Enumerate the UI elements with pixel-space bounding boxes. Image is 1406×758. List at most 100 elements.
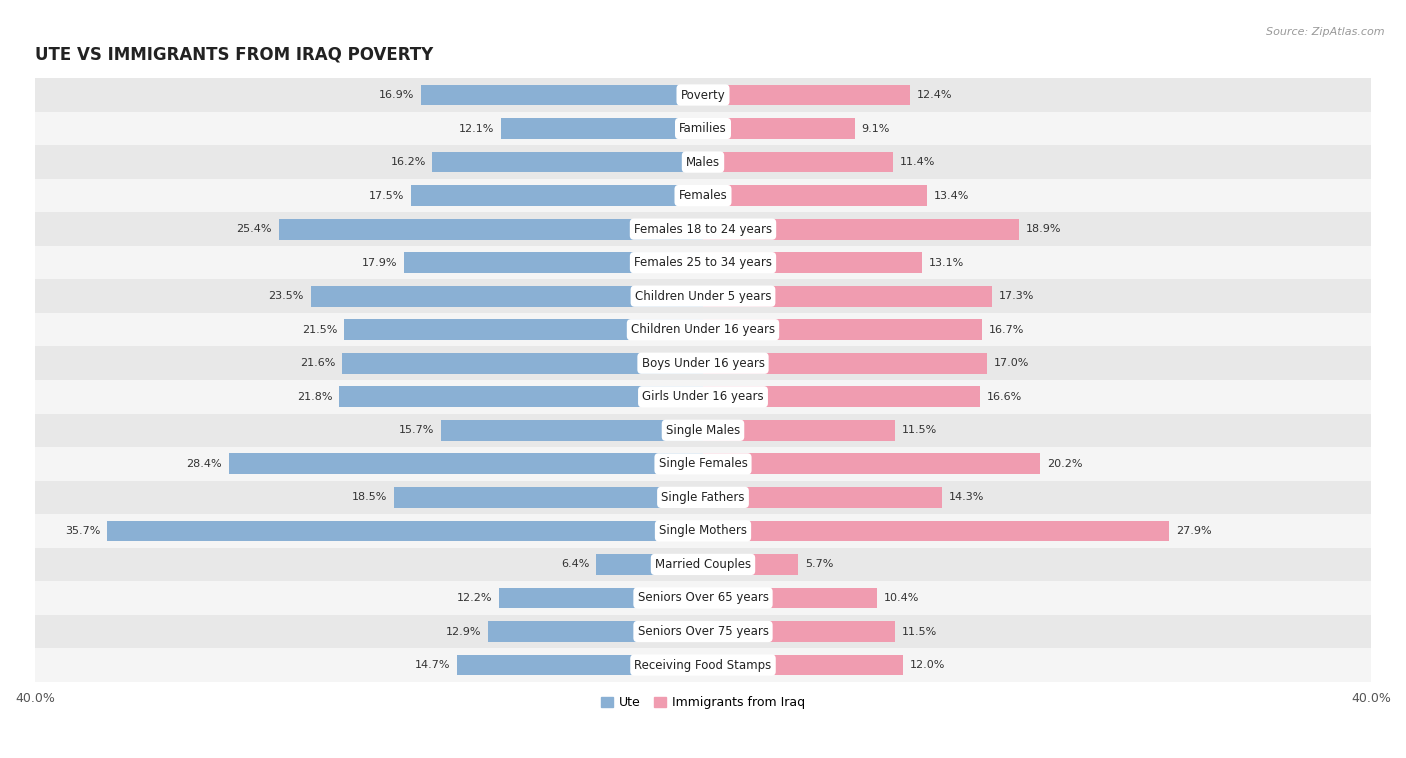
Text: 5.7%: 5.7% (804, 559, 834, 569)
Text: Families: Families (679, 122, 727, 135)
Bar (35, 346, 1371, 380)
Text: Children Under 16 years: Children Under 16 years (631, 323, 775, 337)
Bar (433, 152, 703, 173)
Text: 10.4%: 10.4% (883, 593, 918, 603)
Bar (703, 621, 896, 642)
Legend: Ute, Immigrants from Iraq: Ute, Immigrants from Iraq (596, 691, 810, 714)
Text: Single Mothers: Single Mothers (659, 525, 747, 537)
Bar (35, 246, 1371, 280)
Text: Girls Under 16 years: Girls Under 16 years (643, 390, 763, 403)
Text: Females: Females (679, 189, 727, 202)
Text: 13.1%: 13.1% (928, 258, 963, 268)
Bar (703, 521, 1168, 541)
Text: 25.4%: 25.4% (236, 224, 273, 234)
Bar (229, 453, 703, 475)
Bar (457, 655, 703, 675)
Text: Single Females: Single Females (658, 457, 748, 471)
Text: Married Couples: Married Couples (655, 558, 751, 571)
Text: 21.6%: 21.6% (301, 359, 336, 368)
Text: 21.8%: 21.8% (297, 392, 332, 402)
Text: Males: Males (686, 155, 720, 168)
Text: 17.0%: 17.0% (994, 359, 1029, 368)
Bar (342, 353, 703, 374)
Text: 12.4%: 12.4% (917, 90, 952, 100)
Text: Children Under 5 years: Children Under 5 years (634, 290, 772, 302)
Text: Females 18 to 24 years: Females 18 to 24 years (634, 223, 772, 236)
Bar (703, 286, 993, 306)
Bar (107, 521, 703, 541)
Text: Single Males: Single Males (666, 424, 740, 437)
Bar (35, 78, 1371, 111)
Text: 35.7%: 35.7% (65, 526, 100, 536)
Text: 11.5%: 11.5% (901, 627, 936, 637)
Text: 15.7%: 15.7% (399, 425, 434, 435)
Bar (35, 514, 1371, 548)
Text: 16.7%: 16.7% (988, 324, 1024, 335)
Bar (703, 219, 1019, 240)
Text: 9.1%: 9.1% (862, 124, 890, 133)
Bar (703, 152, 893, 173)
Bar (35, 615, 1371, 648)
Bar (35, 313, 1371, 346)
Text: 17.5%: 17.5% (368, 190, 404, 201)
Text: 16.6%: 16.6% (987, 392, 1022, 402)
Text: 21.5%: 21.5% (302, 324, 337, 335)
Bar (488, 621, 703, 642)
Bar (35, 447, 1371, 481)
Bar (35, 648, 1371, 681)
Text: Receiving Food Stamps: Receiving Food Stamps (634, 659, 772, 672)
Text: 12.1%: 12.1% (458, 124, 495, 133)
Bar (404, 252, 703, 273)
Text: 20.2%: 20.2% (1047, 459, 1083, 469)
Bar (703, 319, 981, 340)
Bar (703, 387, 980, 407)
Bar (596, 554, 703, 575)
Text: 17.3%: 17.3% (998, 291, 1033, 301)
Bar (703, 185, 927, 206)
Text: UTE VS IMMIGRANTS FROM IRAQ POVERTY: UTE VS IMMIGRANTS FROM IRAQ POVERTY (35, 45, 433, 64)
Text: 28.4%: 28.4% (187, 459, 222, 469)
Bar (394, 487, 703, 508)
Text: 11.5%: 11.5% (901, 425, 936, 435)
Text: Boys Under 16 years: Boys Under 16 years (641, 357, 765, 370)
Bar (411, 185, 703, 206)
Text: Poverty: Poverty (681, 89, 725, 102)
Bar (35, 481, 1371, 514)
Text: 17.9%: 17.9% (361, 258, 398, 268)
Text: 6.4%: 6.4% (561, 559, 589, 569)
Bar (501, 118, 703, 139)
Text: 16.2%: 16.2% (391, 157, 426, 167)
Text: 18.9%: 18.9% (1025, 224, 1062, 234)
Bar (311, 286, 703, 306)
Text: Single Fathers: Single Fathers (661, 491, 745, 504)
Bar (35, 212, 1371, 246)
Bar (35, 280, 1371, 313)
Text: 12.9%: 12.9% (446, 627, 481, 637)
Bar (703, 487, 942, 508)
Text: Seniors Over 75 years: Seniors Over 75 years (637, 625, 769, 638)
Bar (703, 252, 922, 273)
Text: 18.5%: 18.5% (352, 493, 387, 503)
Bar (441, 420, 703, 440)
Bar (35, 548, 1371, 581)
Text: Seniors Over 65 years: Seniors Over 65 years (637, 591, 769, 604)
Text: 27.9%: 27.9% (1175, 526, 1212, 536)
Text: Source: ZipAtlas.com: Source: ZipAtlas.com (1267, 27, 1385, 36)
Bar (344, 319, 703, 340)
Bar (703, 453, 1040, 475)
Bar (35, 581, 1371, 615)
Bar (703, 587, 877, 609)
Text: 23.5%: 23.5% (269, 291, 304, 301)
Bar (703, 655, 904, 675)
Bar (703, 554, 799, 575)
Bar (420, 85, 703, 105)
Text: 12.0%: 12.0% (910, 660, 945, 670)
Bar (703, 353, 987, 374)
Text: 11.4%: 11.4% (900, 157, 935, 167)
Text: Females 25 to 34 years: Females 25 to 34 years (634, 256, 772, 269)
Bar (339, 387, 703, 407)
Bar (703, 118, 855, 139)
Text: 13.4%: 13.4% (934, 190, 969, 201)
Text: 14.7%: 14.7% (415, 660, 451, 670)
Text: 14.3%: 14.3% (949, 493, 984, 503)
